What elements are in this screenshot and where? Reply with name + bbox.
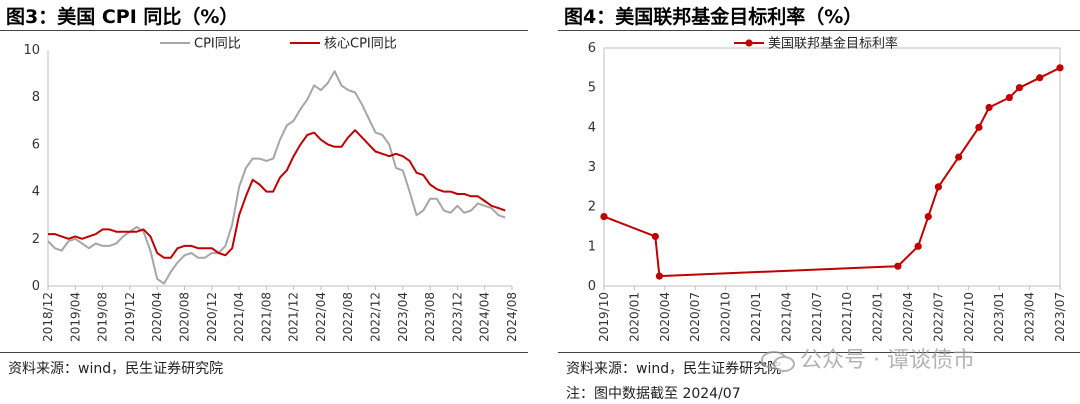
data-point [924,212,932,221]
y-tick-label: 4 [588,120,596,135]
x-tick-label: 2022/04 [901,292,915,342]
x-tick-label: 2019/04 [68,292,82,342]
data-point [914,242,922,250]
x-tick-label: 2020/01 [627,292,641,342]
x-tick-label: 2023/04 [396,292,410,342]
y-tick-label: 0 [588,279,596,294]
x-tick-label: 2022/07 [931,292,945,342]
fed-rate-title-rule [558,30,1080,31]
x-tick-label: 2022/08 [341,292,355,342]
wechat-watermark: 公众号 · 谭谈债市 [760,342,975,374]
x-tick-label: 2019/08 [96,292,110,342]
data-point [975,123,983,131]
fed-rate-source-rule [558,352,1080,353]
x-tick-label: 2021/07 [810,292,824,342]
x-tick-label: 2021/04 [232,292,246,342]
watermark-text: 公众号 · 谭谈债市 [800,348,975,373]
data-point [1056,64,1064,72]
y-tick-label: 0 [32,279,40,294]
y-tick-label: 3 [588,160,596,175]
data-point [955,153,963,161]
cpi-source-rule [0,352,528,353]
data-point [1005,93,1013,102]
series-line-1 [47,70,506,285]
y-tick-label: 1 [588,239,596,254]
data-point [934,183,942,191]
x-tick-label: 2018/12 [41,292,55,342]
x-tick-label: 2020/04 [150,292,164,342]
cpi-title-rule [0,30,528,31]
x-tick-label: 2020/10 [719,292,733,342]
y-tick-label: 6 [588,41,596,56]
legend-label-1: 美国联邦基金目标利率 [768,36,898,52]
y-tick-label: 2 [32,232,40,247]
fed-rate-panel: 图4：美国联邦基金目标利率（%） 0 1 2 3 4 5 6 2019/10 2020/01 20… [558,0,1080,404]
x-tick-label: 2022/01 [871,292,885,342]
x-tick-label: 2023/04 [1023,292,1037,342]
x-tick-label: 2019/12 [123,292,137,342]
x-tick-label: 2020/04 [658,292,672,342]
legend-label-1: CPI同比 [194,37,241,52]
fed-rate-note: 注：图中数据截至 2024/07 [566,386,741,402]
x-tick-label: 2022/04 [314,292,328,342]
x-tick-label: 2021/12 [287,292,301,342]
data-point [651,232,659,241]
y-tick-label: 4 [32,185,40,200]
series-line-1 [603,66,1061,278]
series-line-2 [48,129,506,259]
x-tick-label: 2024/04 [478,292,492,342]
x-tick-label: 2021/04 [779,292,793,342]
data-point [985,103,993,112]
x-tick-label: 2019/10 [597,292,611,342]
x-tick-label: 2020/07 [688,292,702,342]
plot-frame [603,47,1061,287]
fed-rate-chart: 0 1 2 3 4 5 6 2019/10 2020/01 2020/04 2020/07 2020/… [588,36,1067,342]
y-tick-label: 5 [588,81,596,96]
data-point [655,272,663,280]
cpi-source: 资料来源：wind，民生证券研究院 [8,361,224,377]
y-tick-label: 8 [32,90,40,105]
x-tick-label: 2020/12 [205,292,219,342]
y-tick-label: 6 [32,137,40,152]
x-tick-label: 2020/08 [177,292,191,342]
cpi-chart: 0 2 4 6 8 10 2018/12 2019/04 2019/08 2019/12 2020/… [23,37,519,342]
x-tick-label: 2023/07 [1053,292,1067,342]
y-tick-label: 2 [588,200,596,215]
wechat-icon [761,351,795,372]
cpi-panel: 图3：美国 CPI 同比（%） 0 2 4 6 8 10 2018/12 2019/04 201… [0,0,528,404]
legend-label-2: 核心CPI同比 [324,37,397,52]
cpi-chart-title: 图3：美国 CPI 同比（%） [6,6,239,28]
fed-rate-source: 资料来源：wind，民生证券研究院 [566,361,782,377]
x-tick-label: 2023/12 [450,292,464,342]
data-point [600,212,608,221]
x-tick-label: 2023/01 [992,292,1006,342]
data-point [1036,74,1044,82]
x-tick-label: 2022/10 [962,292,976,342]
data-point [894,262,902,270]
data-point [1015,84,1024,92]
x-tick-label: 2024/08 [505,292,519,342]
x-tick-label: 2021/01 [749,292,763,342]
x-tick-label: 2023/08 [423,292,437,342]
legend-marker [745,39,753,47]
fed-rate-chart-title: 图4：美国联邦基金目标利率（%） [564,6,863,28]
y-tick-label: 10 [23,43,40,58]
x-tick-label: 2021/10 [840,292,854,342]
x-tick-label: 2021/08 [259,292,273,342]
x-tick-label: 2022/12 [369,292,383,342]
